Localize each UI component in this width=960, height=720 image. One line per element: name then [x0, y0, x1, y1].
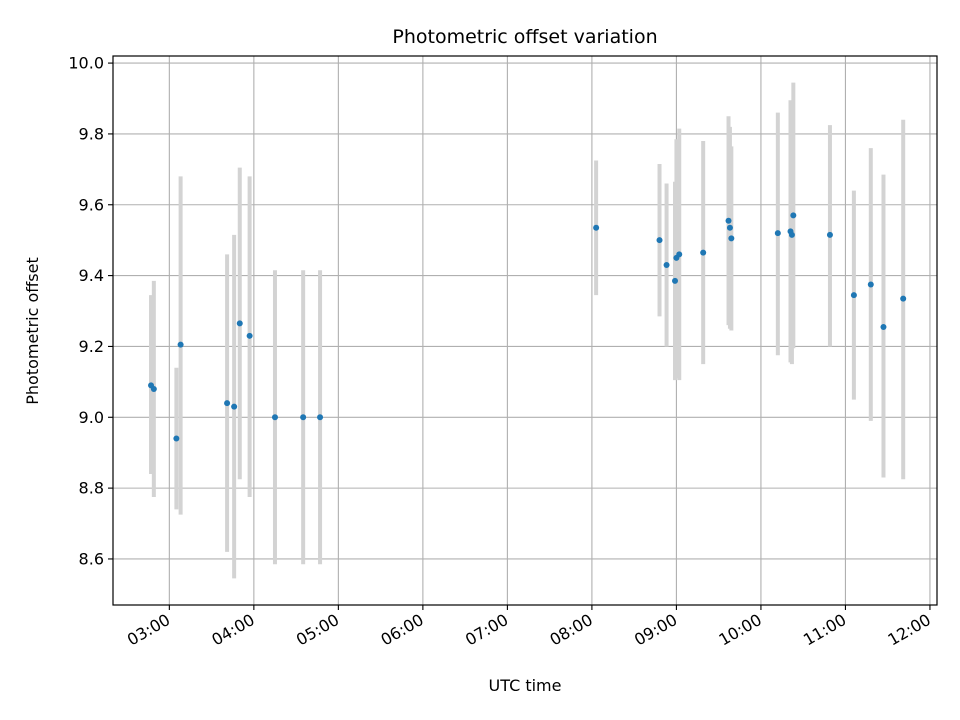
- data-point: [726, 224, 733, 231]
- data-point: [867, 281, 874, 288]
- data-point: [826, 231, 833, 238]
- y-tick-label: 8.8: [79, 479, 104, 498]
- data-point: [728, 235, 735, 242]
- data-point: [790, 212, 797, 219]
- data-point: [850, 292, 857, 299]
- data-point: [900, 295, 907, 302]
- y-tick-label: 9.4: [79, 266, 104, 285]
- data-point: [725, 217, 732, 224]
- data-point: [663, 261, 670, 268]
- x-axis-label: UTC time: [489, 676, 562, 695]
- data-point: [774, 230, 781, 237]
- data-point: [593, 224, 600, 231]
- data-point: [676, 251, 683, 258]
- y-tick-label: 8.6: [79, 549, 104, 568]
- data-point: [177, 341, 184, 348]
- y-tick-label: 10.0: [68, 54, 104, 73]
- y-tick-label: 9.0: [79, 408, 104, 427]
- y-axis: 8.6 8.8 9.0 9.2 9.4 9.6 9.8 10.0: [68, 54, 113, 568]
- data-point: [224, 400, 231, 407]
- data-point: [300, 414, 307, 421]
- plot-frame: [112, 55, 938, 606]
- data-point: [672, 277, 679, 284]
- y-tick-label: 9.2: [79, 337, 104, 356]
- chart-title: Photometric offset variation: [392, 26, 657, 48]
- data-point: [880, 323, 887, 330]
- data-point: [700, 249, 707, 256]
- data-point: [788, 231, 795, 238]
- data-point: [231, 403, 238, 410]
- data-point: [271, 414, 278, 421]
- y-tick-label: 9.8: [79, 124, 104, 143]
- data-point: [236, 320, 243, 327]
- data-points: [148, 212, 907, 442]
- data-point: [317, 414, 324, 421]
- y-axis-label: Photometric offset: [23, 257, 42, 405]
- y-tick-label: 9.6: [79, 195, 104, 214]
- data-point: [246, 332, 253, 339]
- data-point: [656, 237, 663, 244]
- data-point: [173, 435, 180, 442]
- data-point: [150, 385, 157, 392]
